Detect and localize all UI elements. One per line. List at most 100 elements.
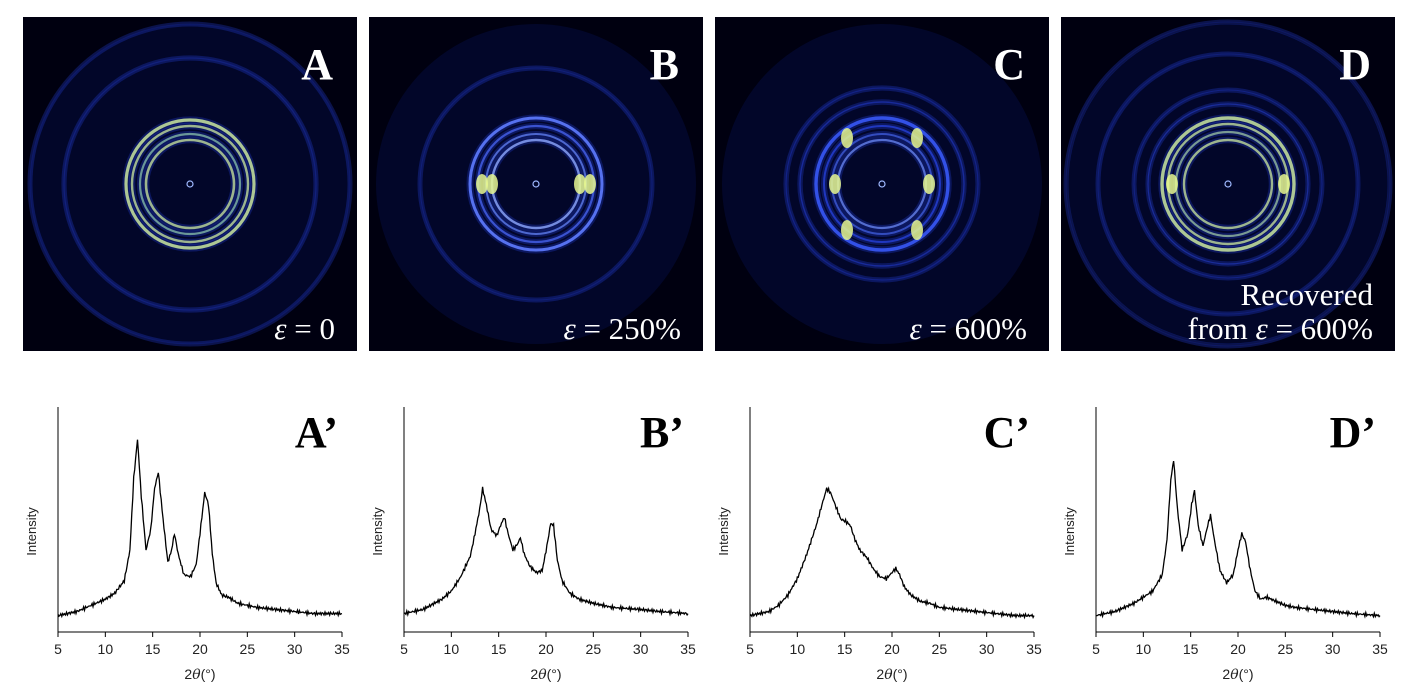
x-tick-label: 10 [790,641,806,657]
x-axis-label: 2θ(°) [1222,666,1253,683]
x-axis-label: 2θ(°) [876,666,907,683]
diffraction-ring-halo [417,65,655,303]
diffraction-ring-halo [1158,114,1298,254]
diffraction-spot [486,174,498,194]
diffraction-ring [144,138,236,230]
strain-label-c: ε = 600% [909,311,1027,347]
diffraction-ring-halo [1131,87,1325,281]
diffraction-spot [911,128,923,148]
x-tick-label: 5 [54,641,62,657]
strain-label-d: Recovered from ε = 600% [1187,276,1373,347]
x-tick-label: 30 [287,641,303,657]
x-tick-label: 35 [334,641,350,657]
diffraction-spot [476,174,488,194]
x-tick-label: 25 [932,641,948,657]
x-axis-label: 2θ(°) [530,666,561,683]
beam-center [1224,180,1232,188]
ring-pattern-d [1063,19,1393,349]
diffraction-ring [124,118,256,250]
panel-label: D’ [1330,408,1376,457]
diffraction-ring-halo [1180,136,1276,232]
diffraction-spot [841,220,853,240]
diffraction-ring-halo [61,55,319,313]
panel-letter-d: D [1339,40,1371,89]
detector-glow [30,24,350,344]
x-tick-label: 35 [1026,641,1042,657]
diffraction-ring-halo [783,85,981,283]
detector-glow [1068,24,1388,344]
diffraction-ring [1160,116,1296,252]
saxs-image-a: A ε = 0 [23,17,357,351]
diffraction-ring [823,125,941,243]
xrd-plot-d: 5 10 15 20 25 30 35 Intensity 2θ(°) D’ [1062,407,1388,683]
diffraction-spot [911,220,923,240]
strain-label-b: ε = 250% [563,311,681,347]
x-tick-label: 25 [1278,641,1294,657]
x-tick-label: 35 [680,641,696,657]
y-axis-label: Intensity [716,507,731,556]
diffraction-ring-halo [122,116,258,252]
diffraction-ring [419,67,653,301]
diffraction-spot [1166,174,1178,194]
x-axis-label: 2θ(°) [184,666,215,683]
saxs-image-b: B ε = 250% [369,17,703,351]
diffraction-spot [923,174,935,194]
xrd-curve [749,486,1035,620]
diffraction-ring [29,23,351,345]
strain-label-a: ε = 0 [274,311,335,347]
x-tick-label: 30 [979,641,995,657]
x-tick-label: 10 [444,641,460,657]
diffraction-ring [1182,138,1274,230]
x-tick-label: 5 [746,641,754,657]
beam-center [532,180,540,188]
panel-letter-c: C [993,40,1025,89]
diffraction-ring-halo [1145,101,1311,267]
diffraction-ring-halo [142,136,238,232]
x-tick-label: 10 [1136,641,1152,657]
saxs-image-d: D Recovered from ε = 600% [1061,17,1395,351]
diffraction-ring [1065,21,1391,347]
diffraction-ring-halo [821,123,943,245]
diffraction-ring [63,57,317,311]
beam-center [878,180,886,188]
ring-pattern-b [376,24,696,344]
xrd-plot-c: 5 10 15 20 25 30 35 Intensity 2θ(°) C’ [716,407,1042,683]
y-axis-label: Intensity [1062,507,1077,556]
x-tick-label: 5 [1092,641,1100,657]
panel-label: B’ [640,408,684,457]
x-tick-label: 15 [837,641,853,657]
x-tick-label: 15 [1183,641,1199,657]
x-tick-label: 10 [98,641,114,657]
x-tick-label: 35 [1372,641,1388,657]
diffraction-ring [814,116,950,252]
recovered-label: Recovered [1240,276,1373,312]
xrd-plot-b: 5 10 15 20 25 30 35 Intensity 2θ(°) B’ [370,407,696,683]
x-tick-label: 20 [538,641,554,657]
diffraction-spot [574,174,586,194]
ring-pattern-c [722,24,1042,344]
diffraction-ring-halo [128,122,252,246]
diffraction-ring [1147,103,1309,265]
x-tick-label: 20 [192,641,208,657]
panel-letter-a: A [301,40,333,89]
diffraction-ring [785,87,979,281]
diffraction-ring-halo [1095,51,1361,317]
diffraction-ring-halo [812,114,952,254]
diffraction-spot [1278,174,1290,194]
panel-label: A’ [295,408,338,457]
x-tick-label: 5 [400,641,408,657]
x-tick-label: 15 [491,641,507,657]
x-tick-label: 25 [586,641,602,657]
xrd-curve [1095,460,1381,619]
panel-letter-b: B [649,40,679,89]
diffraction-ring-halo [136,130,244,238]
diffraction-ring [1133,89,1323,279]
diffraction-spot [829,174,841,194]
x-tick-label: 25 [240,641,256,657]
diffraction-ring [799,101,965,267]
x-tick-label: 15 [145,641,161,657]
xrd-curve [403,486,689,617]
diffraction-ring-halo [1063,19,1393,349]
diffraction-ring [1097,53,1359,315]
panel-label: C’ [984,408,1030,457]
